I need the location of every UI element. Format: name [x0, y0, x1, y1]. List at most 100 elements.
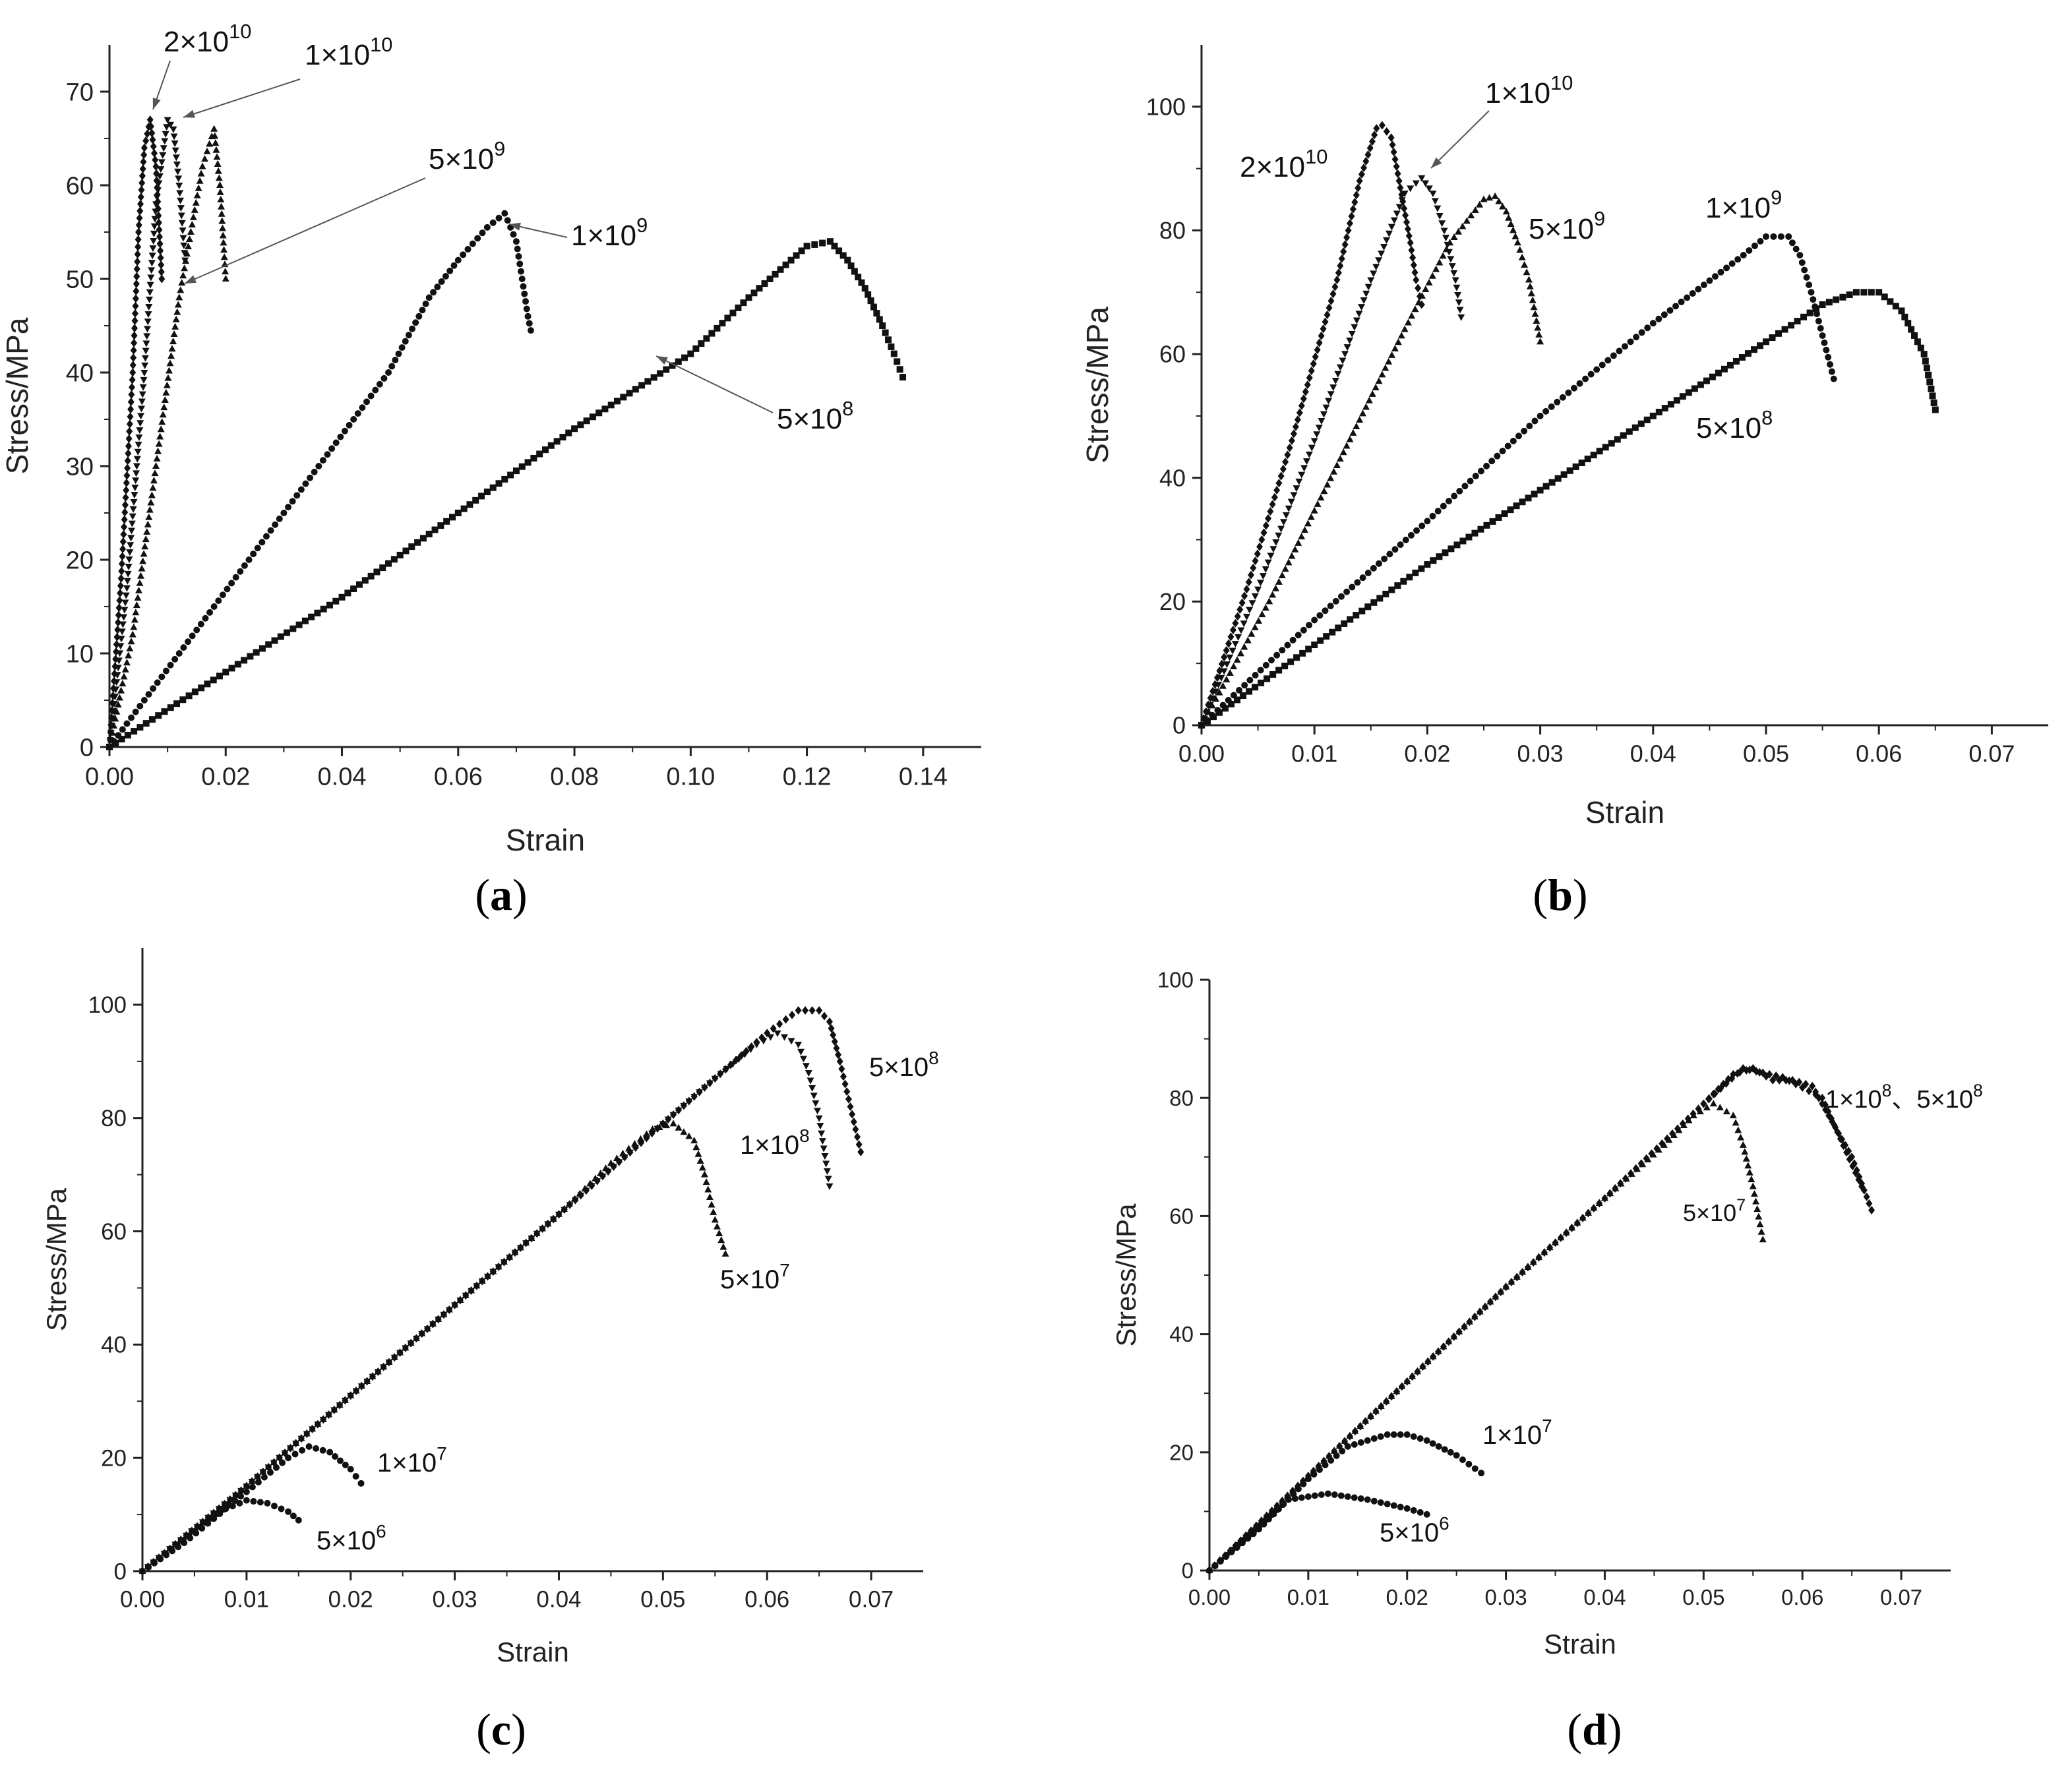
data-point [1394, 582, 1401, 589]
data-point [1881, 293, 1888, 301]
data-point [1480, 195, 1488, 202]
data-point [644, 378, 652, 385]
data-point [1717, 268, 1724, 276]
data-point [1424, 518, 1431, 525]
data-point [336, 1400, 344, 1410]
data-point [460, 251, 467, 258]
data-point [1429, 191, 1437, 198]
data-point [1674, 1124, 1681, 1133]
data-point [1423, 1511, 1430, 1518]
data-point [430, 289, 437, 296]
data-point [142, 535, 150, 543]
data-point [1557, 1233, 1564, 1242]
data-point [861, 285, 868, 292]
data-point [1330, 467, 1338, 475]
data-point [1341, 240, 1349, 249]
data-point [1627, 338, 1634, 345]
data-point [761, 280, 768, 287]
data-point [1726, 361, 1734, 369]
data-point [650, 374, 657, 381]
data-point [1370, 1435, 1378, 1442]
data-point [1384, 1501, 1391, 1508]
data-point [143, 528, 151, 535]
data-point [254, 1472, 261, 1481]
data-point [1425, 185, 1433, 193]
data-point [1504, 442, 1511, 450]
data-point [748, 1042, 755, 1051]
data-point [1666, 307, 1674, 314]
data-point [118, 736, 125, 743]
data-point [468, 1286, 475, 1296]
data-point [1616, 347, 1623, 355]
data-point [319, 457, 326, 464]
data-point [1407, 238, 1414, 247]
data-point [669, 362, 676, 369]
y-tick-label: 0 [114, 1559, 127, 1584]
data-point [857, 1147, 865, 1156]
data-point [1491, 192, 1499, 199]
data-point [1365, 396, 1373, 404]
data-point [830, 1031, 837, 1040]
data-point [1240, 620, 1248, 628]
series-annotation: 1×108、5×108 [1825, 1081, 1983, 1114]
data-point [1453, 1452, 1460, 1459]
data-point [1450, 270, 1458, 277]
data-point [1237, 1536, 1244, 1545]
data-point [118, 628, 126, 636]
data-point [1738, 354, 1746, 361]
data-point [1442, 549, 1449, 556]
data-point [142, 136, 150, 146]
data-point [852, 1125, 859, 1134]
data-point [1527, 289, 1535, 297]
data-point [118, 566, 125, 576]
data-point [129, 368, 137, 377]
data-point [1746, 247, 1753, 254]
data-point [231, 1497, 239, 1505]
data-point [115, 603, 123, 613]
data-point [865, 291, 872, 298]
data-point [1234, 612, 1241, 621]
data-point [139, 384, 147, 391]
data-point [1477, 1307, 1484, 1317]
data-point [1353, 191, 1360, 200]
data-point [177, 205, 185, 212]
data-point [675, 1106, 683, 1115]
data-point [170, 133, 178, 140]
data-point [402, 338, 409, 345]
data-point [135, 242, 142, 251]
data-point [124, 456, 131, 465]
data-point [1395, 204, 1403, 211]
data-point [712, 1074, 719, 1083]
data-point [1753, 1067, 1760, 1076]
x-tick-label: 0.02 [1404, 740, 1450, 767]
data-point [1248, 600, 1256, 607]
data-point [819, 239, 826, 247]
data-point [1232, 1541, 1239, 1550]
data-point [1892, 303, 1899, 310]
data-point [152, 208, 160, 216]
data-point [1753, 1205, 1761, 1212]
data-point [156, 225, 163, 234]
data-point [1447, 256, 1455, 263]
data-point [1403, 1377, 1411, 1386]
data-point [732, 1056, 739, 1065]
data-point [1367, 277, 1375, 284]
y-tick-label: 60 [1169, 1204, 1194, 1228]
x-tick-label: 0.01 [224, 1586, 269, 1612]
data-point [1585, 1209, 1592, 1218]
data-point [610, 1162, 617, 1171]
data-point [1368, 137, 1376, 146]
data-point [347, 1466, 354, 1473]
data-point [419, 307, 426, 314]
data-point [1397, 332, 1405, 339]
data-point [772, 270, 779, 278]
series-1-10-7 [1206, 1431, 1485, 1574]
data-point [243, 1481, 250, 1491]
data-point [1254, 586, 1262, 593]
data-point [422, 300, 429, 307]
data-point [1211, 688, 1219, 696]
data-point [164, 374, 172, 381]
data-point [134, 448, 142, 456]
data-point [1404, 318, 1412, 326]
data-point [1786, 1076, 1793, 1085]
